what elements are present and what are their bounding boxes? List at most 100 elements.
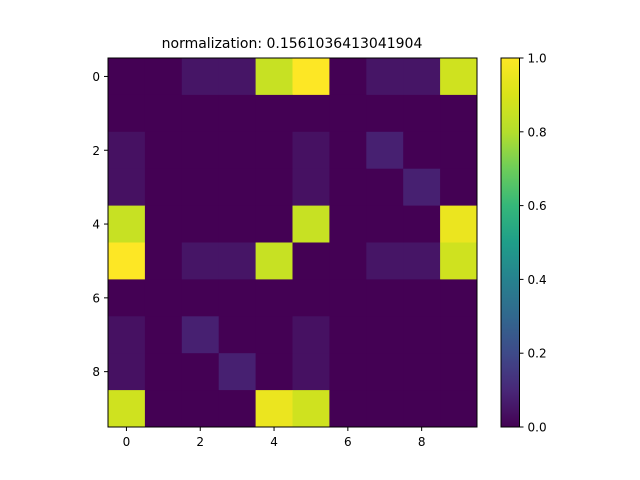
heatmap-cell-r3-c9 <box>440 168 478 206</box>
heatmap-cell-r4-c5 <box>292 205 330 243</box>
heatmap-cell-r4-c3 <box>218 205 256 243</box>
heatmap-cell-r2-c0 <box>108 131 146 170</box>
heatmap-cell-r1-c4 <box>255 94 293 133</box>
heatmap-cell-r1-c7 <box>366 94 404 133</box>
colorbar-gradient <box>501 58 520 427</box>
heatmap-cell-r3-c2 <box>181 168 220 206</box>
y-tick-label: 4 <box>92 218 100 232</box>
heatmap-cell-r1-c8 <box>403 94 441 133</box>
heatmap-cell-r6-c7 <box>366 279 404 317</box>
heatmap-cell-r2-c6 <box>329 131 367 170</box>
y-tick-label: 8 <box>92 365 100 379</box>
heatmap-cell-r7-c5 <box>292 316 330 354</box>
heatmap-cell-r7-c9 <box>440 316 478 354</box>
heatmap-cell-r8-c3 <box>218 353 256 391</box>
heatmap-cell-r3-c1 <box>144 168 183 206</box>
heatmap-cell-r6-c1 <box>144 279 183 317</box>
y-tick-label: 0 <box>92 70 100 84</box>
heatmap-cell-r0-c8 <box>403 58 441 96</box>
heatmap-cell-r8-c8 <box>403 353 441 391</box>
y-tick-label: 2 <box>92 144 100 158</box>
heatmap-cell-r1-c3 <box>218 94 256 133</box>
colorbar-tick-label: 0.4 <box>528 273 547 287</box>
heatmap-plot <box>108 58 478 428</box>
heatmap-cell-r7-c7 <box>366 316 404 354</box>
heatmap-cell-r7-c8 <box>403 316 441 354</box>
heatmap-cell-r9-c7 <box>366 390 404 428</box>
heatmap-cell-r6-c3 <box>218 279 256 317</box>
heatmap-cell-r3-c5 <box>292 168 330 206</box>
heatmap-cell-r5-c0 <box>108 242 146 280</box>
heatmap-cell-r0-c2 <box>181 58 220 96</box>
heatmap-cell-r4-c4 <box>255 205 293 243</box>
heatmap-cell-r9-c3 <box>218 390 256 428</box>
heatmap-cell-r3-c6 <box>329 168 367 206</box>
heatmap-cell-r3-c4 <box>255 168 293 206</box>
heatmap-cell-r0-c3 <box>218 58 256 96</box>
heatmap-cell-r6-c2 <box>181 279 220 317</box>
heatmap-cell-r8-c1 <box>144 353 183 391</box>
heatmap-cell-r9-c8 <box>403 390 441 428</box>
heatmap-cell-r7-c1 <box>144 316 183 354</box>
heatmap-cell-r2-c2 <box>181 131 220 170</box>
colorbar-tick-label: 0.0 <box>528 421 547 435</box>
heatmap-cell-r2-c3 <box>218 131 256 170</box>
heatmap-cell-r4-c2 <box>181 205 220 243</box>
heatmap-cell-r5-c5 <box>292 242 330 280</box>
heatmap-cell-r5-c1 <box>144 242 183 280</box>
heatmap-cell-r3-c7 <box>366 168 404 206</box>
heatmap-cell-r8-c4 <box>255 353 293 391</box>
heatmap-cell-r8-c0 <box>108 353 146 391</box>
heatmap-cell-r9-c1 <box>144 390 183 428</box>
heatmap-cell-r9-c4 <box>255 390 293 428</box>
heatmap-cell-r0-c6 <box>329 58 367 96</box>
heatmap-cell-r1-c5 <box>292 94 330 133</box>
heatmap-cell-r4-c0 <box>108 205 146 243</box>
heatmap-cell-r1-c1 <box>144 94 183 133</box>
heatmap-cell-r9-c6 <box>329 390 367 428</box>
heatmap-frame <box>107 57 478 428</box>
heatmap-cell-r0-c4 <box>255 58 293 96</box>
heatmap-cell-r3-c8 <box>403 168 441 206</box>
heatmap-cell-r9-c5 <box>292 390 330 428</box>
heatmap-cell-r8-c2 <box>181 353 220 391</box>
heatmap-cell-r3-c0 <box>108 168 146 206</box>
heatmap-cell-r5-c7 <box>366 242 404 280</box>
heatmap-cell-r4-c7 <box>366 205 404 243</box>
heatmap-cell-r4-c6 <box>329 205 367 243</box>
x-tick-label: 0 <box>123 435 131 449</box>
heatmap-cell-r0-c5 <box>292 58 330 96</box>
colorbar-tick-label: 0.6 <box>528 199 547 213</box>
heatmap-cell-r4-c8 <box>403 205 441 243</box>
heatmap-cell-r1-c6 <box>329 94 367 133</box>
heatmap-cell-r8-c7 <box>366 353 404 391</box>
heatmap-cell-r2-c1 <box>144 131 183 170</box>
x-tick-label: 6 <box>344 435 352 449</box>
heatmap-cell-r7-c0 <box>108 316 146 354</box>
heatmap-cell-r1-c2 <box>181 94 220 133</box>
heatmap-cell-r5-c4 <box>255 242 293 280</box>
heatmap-cell-r7-c4 <box>255 316 293 354</box>
heatmap-cell-r0-c9 <box>440 58 478 96</box>
heatmap-axes: 0 2 4 6 8 0 2 4 6 8 <box>92 57 478 449</box>
chart-title: normalization: 0.1561036413041904 <box>162 36 423 52</box>
heatmap-cell-r0-c7 <box>366 58 404 96</box>
heatmap-cell-r8-c5 <box>292 353 330 391</box>
heatmap-cell-r6-c5 <box>292 279 330 317</box>
colorbar-tick-label: 0.8 <box>528 125 547 139</box>
heatmap-cell-r0-c1 <box>144 58 183 96</box>
heatmap-cell-r7-c6 <box>329 316 367 354</box>
heatmap-cell-r9-c0 <box>108 390 146 428</box>
colorbar-tick-label: 0.2 <box>528 347 547 361</box>
heatmap-cell-r5-c8 <box>403 242 441 280</box>
heatmap-cell-r2-c7 <box>366 131 404 170</box>
heatmap-cell-r2-c5 <box>292 131 330 170</box>
heatmap-cell-r5-c2 <box>181 242 220 280</box>
heatmap-cell-r2-c8 <box>403 131 441 170</box>
colorbar-frame <box>500 57 520 428</box>
heatmap-cell-r5-c6 <box>329 242 367 280</box>
heatmap-cell-r5-c9 <box>440 242 478 280</box>
heatmap-cell-r6-c9 <box>440 279 478 317</box>
heatmap-cell-r0-c0 <box>108 58 146 96</box>
